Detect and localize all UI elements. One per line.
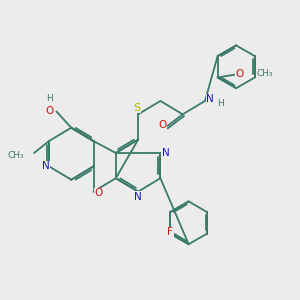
Text: O: O [46,106,54,116]
Text: O: O [159,120,167,130]
Text: O: O [236,69,244,79]
Text: O: O [95,188,103,198]
Text: N: N [41,161,49,171]
Text: F: F [167,227,173,237]
Text: N: N [206,94,214,104]
Text: N: N [134,192,142,202]
Text: H: H [217,99,224,108]
Text: N: N [162,148,169,158]
Text: H: H [46,94,53,103]
Text: S: S [133,103,140,113]
Text: CH₃: CH₃ [8,152,25,160]
Text: CH₃: CH₃ [257,69,274,78]
